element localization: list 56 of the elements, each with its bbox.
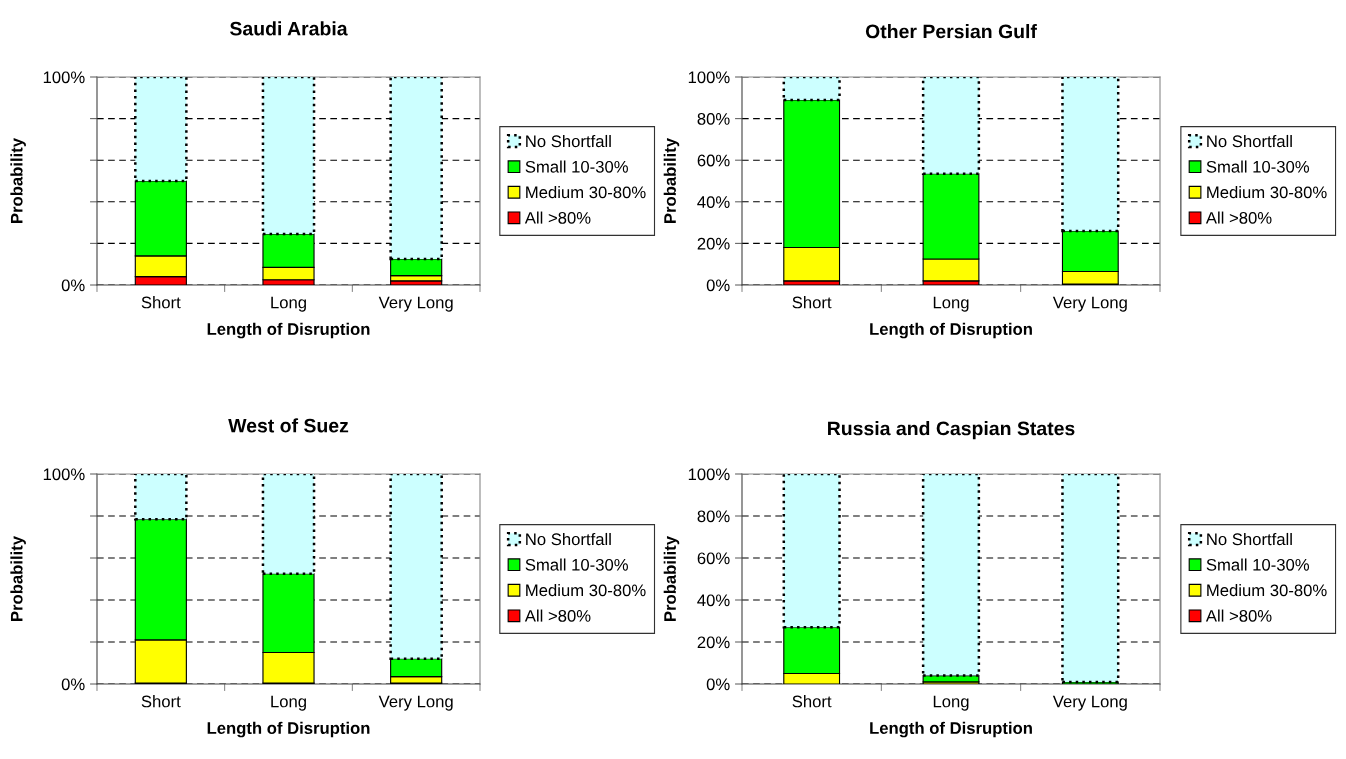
legend-label: All >80% (524, 211, 591, 224)
x-tick-label: Very Long (1052, 695, 1127, 711)
y-tick-label: 40% (697, 594, 730, 607)
x-tick-label: Short (141, 296, 181, 309)
x-axis-title: Length of Disruption (207, 721, 370, 738)
y-tick-label: 40% (697, 196, 730, 208)
legend-label: All >80% (1205, 211, 1272, 224)
x-axis-title: Length of Disruption (207, 322, 370, 339)
y-tick-label: 100% (688, 71, 730, 84)
y-tick-label: 60% (697, 154, 730, 167)
legend-label: Small 10-30% (1206, 558, 1310, 571)
y-tick-label: 100% (688, 468, 730, 481)
legend-label: Medium 30-80% (526, 584, 646, 597)
y-tick-label: 0% (706, 678, 730, 691)
x-tick-label: Short (792, 296, 832, 309)
legend-label: Small 10-30% (525, 558, 628, 571)
legend-label: Small 10-30% (1206, 160, 1310, 173)
legend-label: No Shortfall (1207, 532, 1292, 546)
y-tick-label: 60% (697, 552, 730, 565)
legend-label: Medium 30-80% (1207, 186, 1327, 199)
chart-title: Saudi Arabia (230, 21, 348, 36)
x-tick-label: Very Long (378, 296, 453, 312)
x-axis-title: Length of Disruption (870, 322, 1032, 339)
legend-label: Medium 30-80% (1207, 584, 1327, 597)
y-axis-title: Probability (10, 138, 26, 223)
x-tick-label: Short (792, 695, 832, 708)
x-axis-title: Length of Disruption (870, 721, 1032, 738)
y-axis-title: Probability (10, 536, 26, 621)
chart-title: West of Suez (228, 418, 349, 433)
chart-title: Russia and Caspian States (828, 421, 1075, 440)
y-tick-label: 0% (61, 279, 85, 292)
y-tick-label: 100% (43, 71, 85, 84)
legend-label: No Shortfall (526, 532, 611, 546)
y-axis-title: Probability (663, 138, 680, 223)
legend-label: Medium 30-80% (526, 186, 646, 199)
legend-label: No Shortfall (1207, 134, 1292, 148)
x-tick-label: Long (933, 695, 969, 711)
x-tick-label: Long (271, 296, 306, 312)
chart-title: Other Persian Gulf (865, 24, 1037, 39)
x-tick-label: Short (141, 695, 181, 708)
x-tick-label: Very Long (378, 695, 453, 711)
y-tick-label: 0% (61, 678, 85, 691)
y-axis-title: Probability (663, 536, 680, 621)
y-tick-label: 80% (697, 113, 730, 125)
y-tick-label: 100% (43, 468, 85, 481)
y-tick-label: 0% (706, 279, 730, 292)
x-tick-label: Very Long (1052, 296, 1127, 312)
legend-label: All >80% (524, 609, 591, 622)
x-tick-label: Long (933, 296, 969, 312)
legend-label: Small 10-30% (525, 160, 628, 173)
x-tick-label: Long (271, 695, 306, 711)
y-tick-label: 20% (697, 237, 730, 250)
y-tick-label: 20% (697, 636, 730, 649)
y-tick-label: 80% (697, 510, 730, 523)
legend-label: All >80% (1205, 609, 1272, 622)
legend-label: No Shortfall (526, 134, 611, 148)
